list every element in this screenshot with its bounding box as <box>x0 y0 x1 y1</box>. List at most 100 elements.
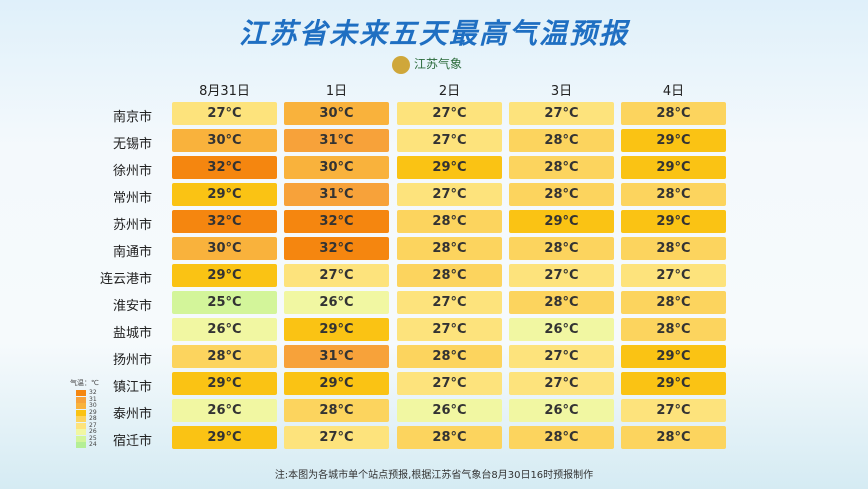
temp-cell: 25°C <box>172 291 277 314</box>
legend-swatch <box>76 442 86 448</box>
city-name: 镇江市 <box>112 380 152 395</box>
temp-cell: 29°C <box>621 210 726 233</box>
temp-cell: 28°C <box>397 264 502 287</box>
temp-cell: 28°C <box>621 102 726 125</box>
city-name: 宿迁市 <box>112 434 152 449</box>
legend-swatch <box>76 422 86 429</box>
temp-cell: 27°C <box>397 372 502 395</box>
city-name: 南京市 <box>112 110 152 125</box>
legend-swatch <box>76 429 86 435</box>
temp-cell: 27°C <box>621 264 726 287</box>
legend-label: 27 <box>89 421 97 429</box>
temp-cell: 28°C <box>621 291 726 314</box>
temp-cell: 29°C <box>284 372 389 395</box>
temp-cell: 28°C <box>509 156 614 179</box>
temp-cell: 29°C <box>397 156 502 179</box>
temp-cell: 29°C <box>621 372 726 395</box>
temp-cell: 28°C <box>621 426 726 449</box>
column-header: 3日 <box>550 84 573 99</box>
legend-swatch <box>76 396 86 403</box>
temp-cell: 32°C <box>172 210 277 233</box>
city-name: 无锡市 <box>112 137 152 152</box>
temp-cell: 28°C <box>621 183 726 206</box>
temp-cell: 28°C <box>509 129 614 152</box>
legend-title: 气温：℃ <box>70 379 99 387</box>
column-header: 8月31日 <box>199 84 250 99</box>
temp-cell: 27°C <box>397 102 502 125</box>
city-name: 淮安市 <box>112 299 152 314</box>
temp-cell: 29°C <box>509 210 614 233</box>
temp-cell: 29°C <box>172 264 277 287</box>
temp-cell: 28°C <box>621 318 726 341</box>
temp-cell: 27°C <box>172 102 277 125</box>
city-name: 盐城市 <box>112 326 152 341</box>
temp-cell: 29°C <box>621 129 726 152</box>
temp-cell: 30°C <box>284 156 389 179</box>
temp-cell: 32°C <box>284 210 389 233</box>
city-name: 南通市 <box>112 245 152 260</box>
legend-label: 29 <box>89 408 97 416</box>
legend-label: 28 <box>89 415 97 422</box>
temp-cell: 27°C <box>284 264 389 287</box>
legend-label: 32 <box>89 389 97 396</box>
temp-cell: 28°C <box>621 237 726 260</box>
temp-cell: 27°C <box>621 399 726 422</box>
temp-cell: 29°C <box>621 345 726 368</box>
legend-label: 25 <box>89 434 97 442</box>
temp-cell: 26°C <box>397 399 502 422</box>
footer-note: 注:本图为各城市单个站点预报,根据江苏省气象台8月30日16时预报制作 <box>274 470 594 481</box>
temp-cell: 28°C <box>509 183 614 206</box>
temp-cell: 30°C <box>172 129 277 152</box>
temp-cell: 27°C <box>509 372 614 395</box>
temp-cell: 28°C <box>509 291 614 314</box>
temp-cell: 32°C <box>172 156 277 179</box>
temp-cell: 29°C <box>284 318 389 341</box>
temp-cell: 30°C <box>172 237 277 260</box>
legend-label: 31 <box>89 395 97 403</box>
temp-cell: 28°C <box>509 426 614 449</box>
city-name: 常州市 <box>112 191 152 206</box>
temp-cell: 31°C <box>284 129 389 152</box>
temp-cell: 26°C <box>172 399 277 422</box>
legend-swatch <box>76 409 86 416</box>
temp-cell: 28°C <box>509 237 614 260</box>
temp-cell: 28°C <box>397 426 502 449</box>
temp-cell: 27°C <box>509 264 614 287</box>
temp-cell: 29°C <box>621 156 726 179</box>
temp-cell: 27°C <box>509 102 614 125</box>
column-header: 2日 <box>438 84 461 99</box>
city-name: 扬州市 <box>112 353 152 368</box>
temp-cell: 29°C <box>172 426 277 449</box>
temp-cell: 29°C <box>172 372 277 395</box>
temp-cell: 27°C <box>397 183 502 206</box>
temp-cell: 32°C <box>284 237 389 260</box>
temp-cell: 27°C <box>397 129 502 152</box>
temp-cell: 26°C <box>284 291 389 314</box>
city-name: 泰州市 <box>112 407 152 422</box>
temp-cell: 31°C <box>284 183 389 206</box>
temp-cell: 30°C <box>284 102 389 125</box>
column-header: 1日 <box>325 84 348 99</box>
legend-swatch <box>76 403 86 409</box>
temp-cell: 27°C <box>509 345 614 368</box>
column-header: 4日 <box>662 84 685 99</box>
temp-cell: 26°C <box>509 399 614 422</box>
logo: 江苏气象 <box>392 55 462 74</box>
legend-label: 30 <box>89 402 97 409</box>
temp-cell: 28°C <box>397 345 502 368</box>
city-name: 苏州市 <box>112 218 152 233</box>
temp-cell: 28°C <box>397 237 502 260</box>
legend-label: 26 <box>89 428 97 435</box>
city-name: 徐州市 <box>112 164 152 179</box>
temp-cell: 28°C <box>172 345 277 368</box>
temp-cell: 26°C <box>509 318 614 341</box>
temp-cell: 28°C <box>397 210 502 233</box>
title: 江苏省未来五天最高气温预报 <box>238 17 629 50</box>
temp-cell: 27°C <box>397 318 502 341</box>
legend-swatch <box>76 416 86 422</box>
legend-swatch <box>76 390 86 396</box>
logo-text: 江苏气象 <box>414 57 463 71</box>
temp-cell: 29°C <box>172 183 277 206</box>
temp-cell: 31°C <box>284 345 389 368</box>
